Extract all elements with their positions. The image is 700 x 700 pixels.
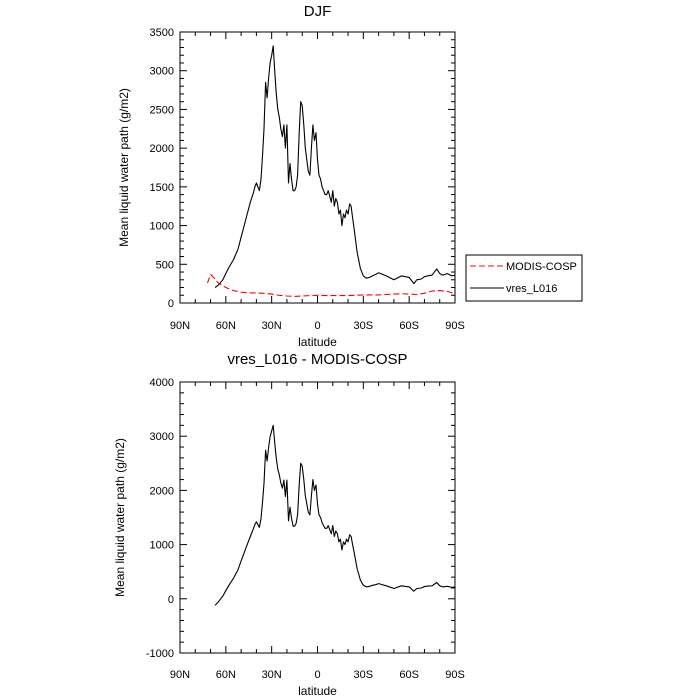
- x-tick-label: 0: [314, 320, 320, 332]
- y-axis-label: Mean liquid water path (g/m2): [113, 438, 127, 597]
- y-tick-label: 0: [168, 298, 174, 310]
- legend-label: MODIS-COSP: [506, 261, 577, 273]
- x-tick-label: 30N: [262, 669, 282, 681]
- y-tick-label: 1500: [150, 182, 174, 194]
- x-tick-label: 90N: [170, 669, 190, 681]
- x-tick-label: 30S: [354, 669, 374, 681]
- y-tick-label: 4000: [150, 377, 174, 389]
- x-tick-label: 90S: [445, 669, 465, 681]
- y-tick-label: 3000: [150, 431, 174, 443]
- series-line: [214, 424, 456, 606]
- series-line-vres-l016: [214, 45, 456, 288]
- x-tick-label: 30S: [354, 320, 374, 332]
- x-axis-label: latitude: [298, 335, 337, 349]
- y-tick-label: 2500: [150, 104, 174, 116]
- y-tick-label: 2000: [150, 485, 174, 497]
- x-tick-label: 60S: [399, 320, 419, 332]
- plot-frame: [179, 31, 456, 304]
- y-tick-label: 500: [156, 259, 174, 271]
- y-tick-label: 3500: [150, 27, 174, 39]
- plot-frame: [179, 381, 456, 654]
- y-tick-label: 0: [168, 594, 174, 606]
- x-axis-label: latitude: [298, 684, 337, 698]
- x-tick-label: 0: [314, 669, 320, 681]
- x-tick-label: 90S: [445, 320, 465, 332]
- y-tick-label: 2000: [150, 143, 174, 155]
- y-tick-label: 1000: [150, 221, 174, 233]
- legend-label: vres_L016: [506, 283, 557, 295]
- x-tick-label: 60N: [216, 669, 236, 681]
- legend-box: [465, 254, 583, 302]
- x-tick-label: 90N: [170, 320, 190, 332]
- y-tick-label: -1000: [146, 648, 174, 660]
- legend: MODIS-COSP vres_L016: [465, 254, 583, 302]
- x-tick-label: 60N: [216, 320, 236, 332]
- chart-title: DJF: [304, 3, 332, 20]
- panel-top: DJF 0 500 1000 1500 2000 2500 3000 3500 90N 60N 30N…: [117, 3, 583, 349]
- y-axis-label: Mean liquid water path (g/m2): [117, 88, 131, 247]
- y-tick-label: 3000: [150, 66, 174, 78]
- panel-bottom: vres_L016 - MODIS-COSP -1000 0 1000 2000 3000…: [113, 351, 465, 698]
- x-tick-label: 60S: [399, 669, 419, 681]
- x-tick-label: 30N: [262, 320, 282, 332]
- y-tick-label: 1000: [150, 540, 174, 552]
- series-line-modis-cosp: [206, 273, 456, 297]
- chart-title: vres_L016 - MODIS-COSP: [227, 351, 407, 368]
